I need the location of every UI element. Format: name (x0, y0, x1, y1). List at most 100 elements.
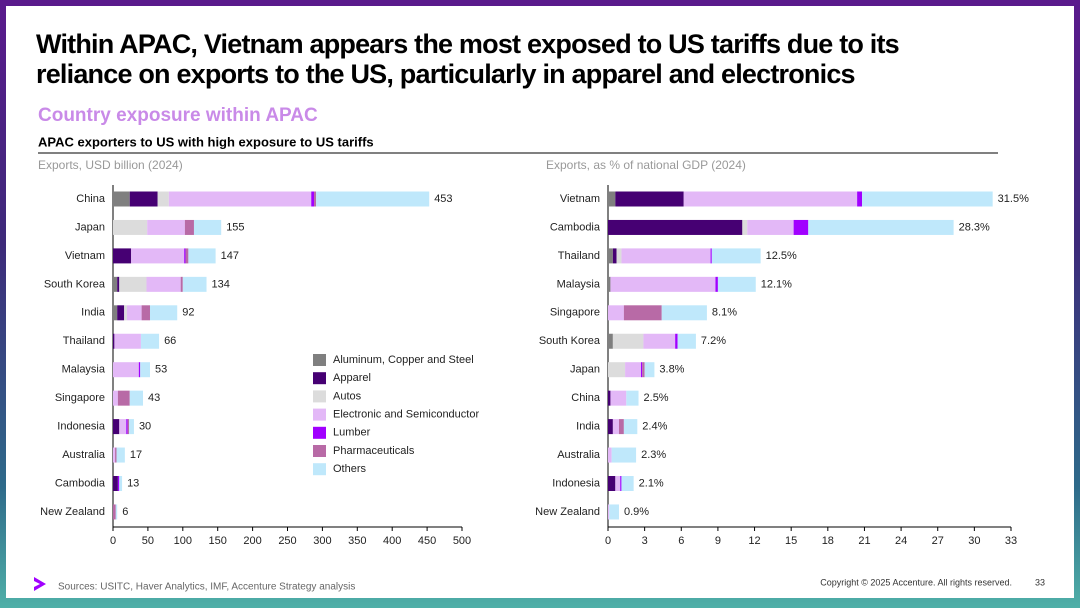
bar-segment (185, 248, 189, 264)
bar-segment (608, 219, 743, 235)
bar-segment (184, 219, 194, 235)
x-tick-label: 12 (748, 535, 760, 547)
x-tick-label: 50 (142, 535, 154, 547)
bar-segment (119, 476, 123, 491)
total-label: 53 (155, 364, 167, 376)
total-label: 7.2% (701, 335, 726, 347)
category-label: Malaysia (62, 364, 106, 376)
total-label: 92 (182, 307, 194, 319)
bar-segment (610, 390, 627, 406)
bar-segment (138, 362, 141, 378)
legend-label: Autos (333, 390, 362, 402)
section-heading: APAC exporters to US with high exposure … (38, 134, 374, 149)
category-label: Vietnam (65, 250, 105, 262)
bar-segment (129, 390, 144, 406)
total-label: 0.9% (624, 506, 649, 518)
category-label: Australia (557, 449, 601, 461)
category-label: South Korea (539, 335, 601, 347)
bar-segment (113, 305, 118, 321)
title: reliance on exports to the US, particula… (36, 59, 855, 89)
bar-segment (808, 219, 954, 235)
x-tick-label: 500 (453, 535, 471, 547)
bar-segment (610, 276, 716, 292)
bar-segment (710, 248, 712, 264)
legend-swatch (313, 445, 326, 457)
bar-segment (615, 191, 684, 207)
subtitle: Country exposure within APAC (38, 105, 318, 126)
bar-segment (857, 191, 863, 207)
bar-segment (193, 219, 222, 235)
sources: Sources: USITC, Haver Analytics, IMF, Ac… (58, 582, 355, 593)
bar-segment (608, 504, 610, 520)
legend-swatch (313, 354, 326, 366)
total-label: 43 (148, 392, 160, 404)
page-number: 33 (1035, 577, 1045, 587)
bar-segment (615, 476, 621, 491)
bar-segment (147, 219, 185, 235)
legend-swatch (313, 372, 326, 385)
bar-segment (608, 447, 612, 463)
x-tick-label: 24 (895, 535, 907, 547)
category-label: Malaysia (557, 278, 601, 290)
bar-segment (612, 248, 617, 264)
total-label: 13 (127, 477, 139, 489)
bar-segment (113, 504, 116, 520)
category-label: New Zealand (40, 506, 105, 518)
x-tick-label: 100 (174, 535, 192, 547)
bar-segment (608, 390, 611, 406)
x-tick-label: 150 (209, 535, 227, 547)
total-label: 2.5% (644, 392, 669, 404)
bar-segment (711, 248, 761, 264)
legend-swatch (313, 426, 326, 439)
bar-segment (149, 305, 178, 321)
bar-segment (661, 305, 707, 321)
bar-segment (119, 276, 147, 292)
bar-segment (113, 219, 148, 235)
bar-segment (113, 191, 130, 207)
bar-segment (188, 248, 216, 264)
total-label: 2.1% (639, 477, 664, 489)
category-label: Indonesia (552, 477, 601, 489)
bar-segment (611, 447, 637, 463)
total-label: 2.4% (642, 421, 667, 433)
category-label: India (81, 307, 106, 319)
bar-segment (742, 219, 748, 235)
bar-segment (140, 362, 150, 378)
category-label: South Korea (44, 278, 106, 290)
bar-segment (113, 333, 115, 349)
x-tick-label: 15 (785, 535, 797, 547)
total-label: 134 (212, 278, 230, 290)
bar-segment (113, 476, 118, 491)
category-label: Australia (62, 449, 106, 461)
bar-segment (793, 219, 809, 235)
bar-segment (184, 248, 186, 264)
bar-segment (608, 305, 624, 321)
legend-label: Electronic and Semiconductor (333, 409, 479, 421)
bar-segment (157, 191, 169, 207)
total-label: 31.5% (998, 193, 1029, 205)
x-tick-label: 18 (822, 535, 834, 547)
copyright: Copyright © 2025 Accenture. All rights r… (820, 577, 1012, 587)
bar-segment (612, 333, 644, 349)
total-label: 453 (434, 193, 452, 205)
bar-segment (717, 276, 756, 292)
bar-segment (140, 333, 160, 349)
category-label: Cambodia (550, 221, 601, 233)
x-tick-label: 3 (642, 535, 648, 547)
logo (34, 577, 46, 591)
bar-segment (623, 419, 638, 435)
total-label: 3.8% (659, 364, 684, 376)
bar-segment (608, 362, 626, 378)
x-tick-label: 250 (278, 535, 296, 547)
legend-label: Apparel (333, 372, 371, 384)
x-tick-label: 0 (605, 535, 611, 547)
bar-segment (623, 305, 662, 321)
total-label: 12.5% (766, 250, 797, 262)
category-label: China (571, 392, 601, 404)
legend-swatch (313, 463, 326, 476)
category-label: Thailand (558, 250, 600, 262)
legend-label: Others (333, 463, 367, 475)
total-label: 155 (226, 221, 244, 233)
legend-label: Aluminum, Copper and Steel (333, 354, 474, 366)
